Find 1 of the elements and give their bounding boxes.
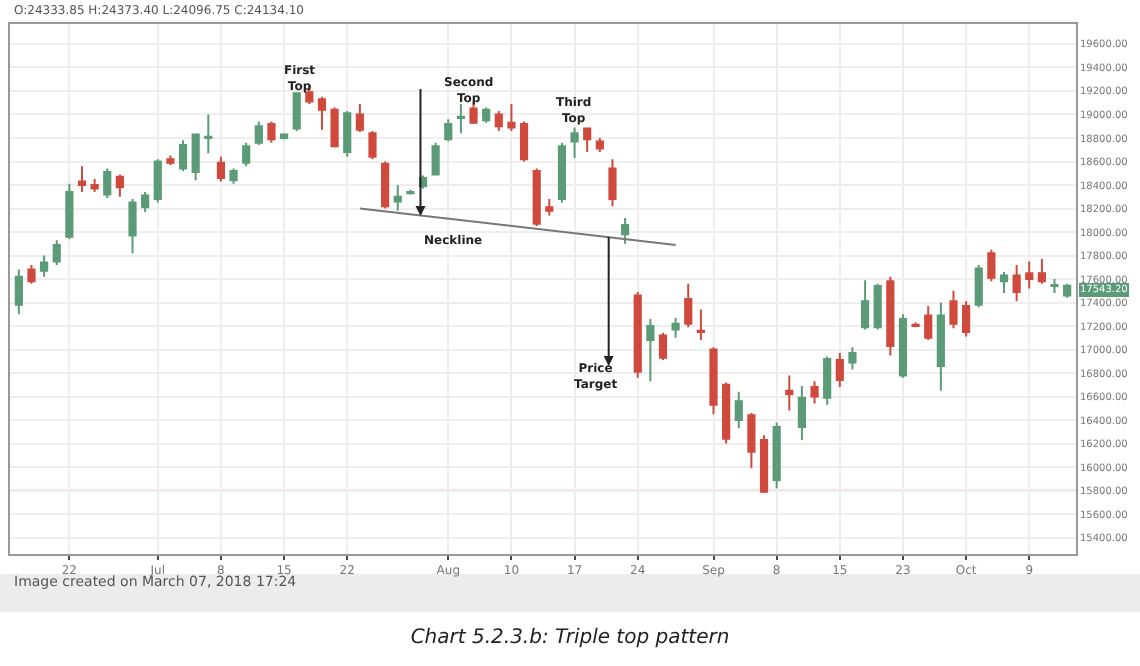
- text: Chart 5.2.3.b: Triple top pattern: [410, 627, 730, 649]
